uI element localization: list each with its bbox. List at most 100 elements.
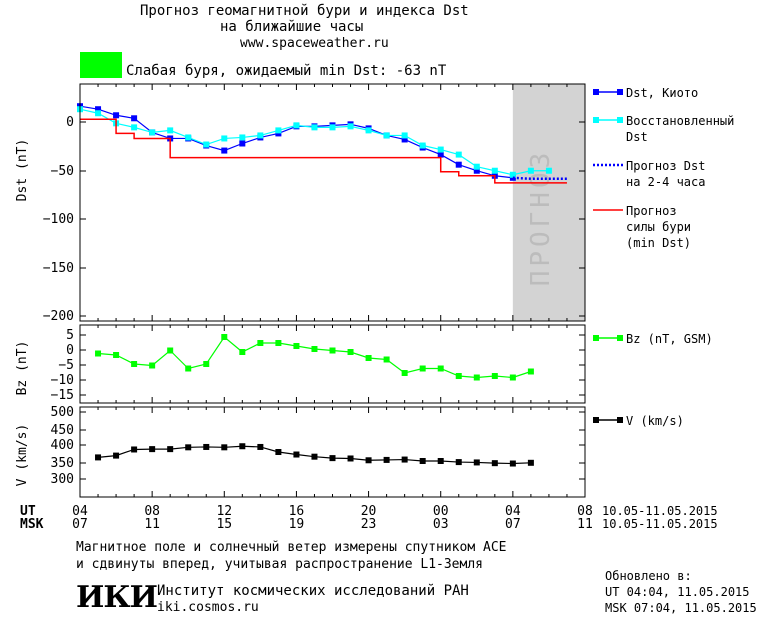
data-point	[455, 151, 462, 158]
data-point	[311, 346, 318, 352]
data-point	[221, 444, 228, 451]
data-point	[401, 370, 408, 376]
data-point	[275, 127, 282, 134]
y-tick-label: 0	[66, 343, 74, 358]
data-point	[149, 446, 156, 453]
title-line-2: на ближайшие часы	[220, 19, 364, 35]
data-point	[473, 163, 480, 170]
data-point	[347, 349, 354, 355]
updated-ut: UT 04:04, 11.05.2015	[605, 585, 750, 599]
x-tick-label-msk: 03	[433, 517, 449, 532]
data-point	[221, 334, 228, 340]
institute-site-link[interactable]: iki.cosmos.ru	[157, 600, 259, 615]
x-tick-label-ut: 04	[72, 504, 88, 519]
data-point	[419, 142, 426, 149]
data-point	[239, 140, 246, 147]
series-line	[80, 118, 567, 184]
data-point	[239, 134, 246, 141]
legend-label: на 2-4 часа	[626, 175, 705, 189]
data-point	[293, 451, 300, 458]
data-point	[509, 374, 516, 381]
data-point	[275, 340, 282, 346]
data-point	[185, 134, 192, 141]
y-tick-label: −150	[43, 261, 74, 276]
data-point	[113, 112, 120, 119]
data-point	[131, 124, 138, 131]
data-point	[401, 136, 408, 143]
storm-status-swatch	[80, 52, 122, 78]
legend-label: силы бури	[626, 220, 691, 234]
data-point	[545, 167, 552, 174]
legend-label: Восстановленный	[626, 114, 734, 128]
institute-name: Институт космических исследований РАН	[157, 583, 469, 599]
y-axis-label: V (km/s)	[15, 424, 30, 487]
data-point	[167, 127, 174, 134]
legend-marker	[593, 417, 599, 423]
data-point	[203, 443, 210, 450]
x-tick-label-msk: 15	[216, 517, 232, 532]
data-point	[401, 456, 408, 463]
x-tick-label-msk: 11	[144, 517, 160, 532]
legend-label: Bz (nT, GSM)	[626, 332, 713, 346]
data-point	[239, 443, 246, 450]
x-tick-label-ut: 16	[289, 504, 305, 519]
x-tick-label-ut: 12	[216, 504, 232, 519]
data-point	[437, 146, 444, 153]
data-point	[365, 355, 372, 361]
footnote-line-2: и сдвинуты вперед, учитывая распростране…	[76, 557, 483, 572]
data-point	[455, 459, 462, 466]
data-point	[527, 459, 534, 466]
data-point	[113, 352, 120, 358]
y-axis-label: Dst (nT)	[15, 139, 30, 202]
data-point	[455, 373, 462, 379]
x-tick-label-ut: 08	[577, 504, 593, 519]
data-point	[437, 151, 444, 158]
data-point	[95, 350, 102, 357]
legend-marker	[593, 335, 599, 341]
y-tick-label: −10	[51, 373, 74, 388]
data-point	[221, 147, 228, 154]
data-point	[347, 455, 354, 462]
x-tick-label-ut: 04	[505, 504, 521, 519]
y-tick-label: 400	[51, 438, 74, 453]
x-tick-label-msk: 07	[505, 517, 521, 532]
x-tick-label-msk: 07	[72, 517, 88, 532]
data-point	[527, 167, 534, 174]
data-point	[509, 171, 516, 178]
legend-marker	[617, 417, 623, 423]
forecast-shade	[512, 84, 585, 321]
updated-msk: MSK 07:04, 11.05.2015	[605, 601, 757, 615]
date-range-ut: 10.05-11.05.2015	[602, 504, 718, 518]
data-point	[491, 373, 498, 379]
data-point	[419, 458, 426, 464]
data-point	[437, 458, 444, 464]
data-point	[473, 459, 480, 466]
x-tick-label-ut: 08	[144, 504, 160, 519]
data-point	[329, 347, 336, 354]
legend-marker	[617, 89, 623, 95]
data-point	[203, 141, 210, 148]
data-point	[383, 456, 390, 463]
data-point	[329, 455, 336, 462]
plot-frame	[79, 324, 586, 404]
iki-logo: ИКИ	[76, 580, 158, 615]
y-tick-label: 450	[51, 423, 74, 438]
data-point	[293, 122, 300, 129]
y-tick-label: −15	[51, 388, 74, 403]
updated-label: Обновлено в:	[605, 569, 692, 583]
data-point	[149, 129, 156, 136]
series-line	[79, 105, 513, 179]
data-point	[239, 349, 246, 355]
y-tick-label: 0	[66, 115, 74, 130]
data-point	[257, 340, 264, 346]
legend-label: Прогноз	[626, 204, 677, 218]
x-tick-label-ut: 20	[361, 504, 377, 519]
data-point	[275, 130, 282, 137]
series-line	[512, 176, 567, 181]
legend-label: V (km/s)	[626, 414, 684, 428]
y-tick-label: −200	[43, 309, 74, 324]
data-point	[95, 454, 102, 461]
data-point	[95, 110, 102, 117]
legend-marker	[617, 335, 623, 341]
